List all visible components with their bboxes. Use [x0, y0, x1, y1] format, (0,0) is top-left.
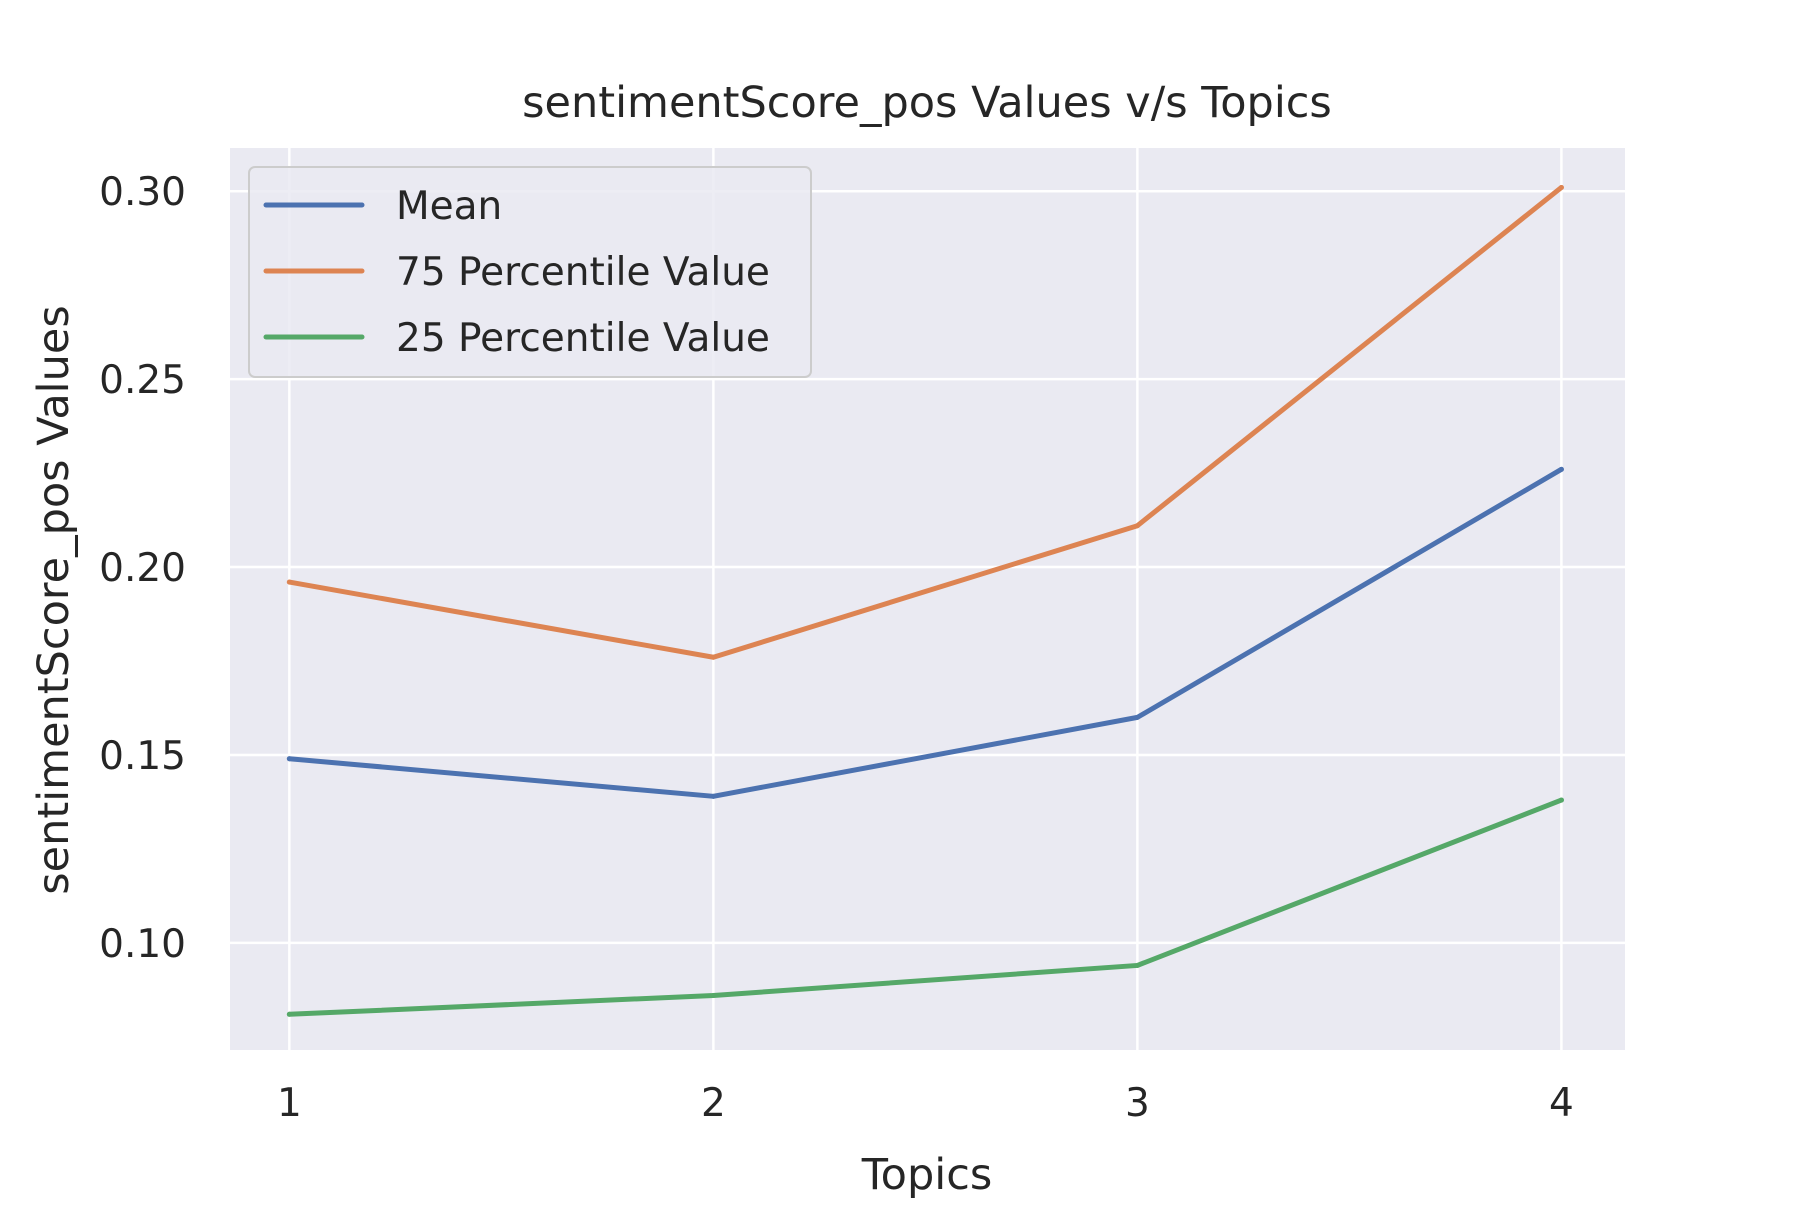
x-axis-ticks: 1 2 3 4: [277, 1081, 1574, 1126]
data-point: [286, 1011, 292, 1017]
x-tick-label: 1: [277, 1081, 302, 1126]
y-tick-label: 0.30: [99, 170, 186, 215]
series-lines: [286, 184, 1564, 1017]
y-axis-label: sentimentScore_pos Values: [29, 305, 79, 894]
y-tick-label: 0.10: [99, 922, 186, 967]
x-tick-label: 2: [701, 1081, 726, 1126]
series-line-2: [286, 184, 1564, 660]
y-axis-ticks: 0.10 0.15 0.20 0.25 0.30: [99, 170, 186, 967]
legend-box: [248, 166, 812, 378]
data-point: [710, 993, 716, 999]
series-line-1: [286, 466, 1564, 799]
legend-label: 25 Percentile Value: [396, 316, 770, 361]
data-point: [1134, 962, 1140, 968]
y-tick-label: 0.15: [99, 734, 186, 779]
y-tick-label: 0.25: [99, 358, 186, 403]
legend-label: Mean: [396, 184, 502, 229]
data-point: [1134, 523, 1140, 529]
series-line-3: [286, 797, 1564, 1017]
data-point: [1558, 797, 1564, 803]
x-tick-label: 3: [1125, 1081, 1150, 1126]
x-axis-label: Topics: [861, 1150, 993, 1200]
data-point: [710, 654, 716, 660]
data-point: [286, 579, 292, 585]
legend-label: 75 Percentile Value: [396, 250, 770, 295]
x-tick-label: 4: [1549, 1081, 1574, 1126]
data-point: [1558, 466, 1564, 472]
legend: Mean 75 Percentile Value 25 Percentile Val…: [248, 166, 812, 378]
data-point: [286, 756, 292, 762]
chart-title: sentimentScore_pos Values v/s Topics: [522, 78, 1332, 128]
data-point: [1134, 714, 1140, 720]
data-point: [710, 793, 716, 799]
y-tick-label: 0.20: [99, 546, 186, 591]
data-point: [1558, 184, 1564, 190]
